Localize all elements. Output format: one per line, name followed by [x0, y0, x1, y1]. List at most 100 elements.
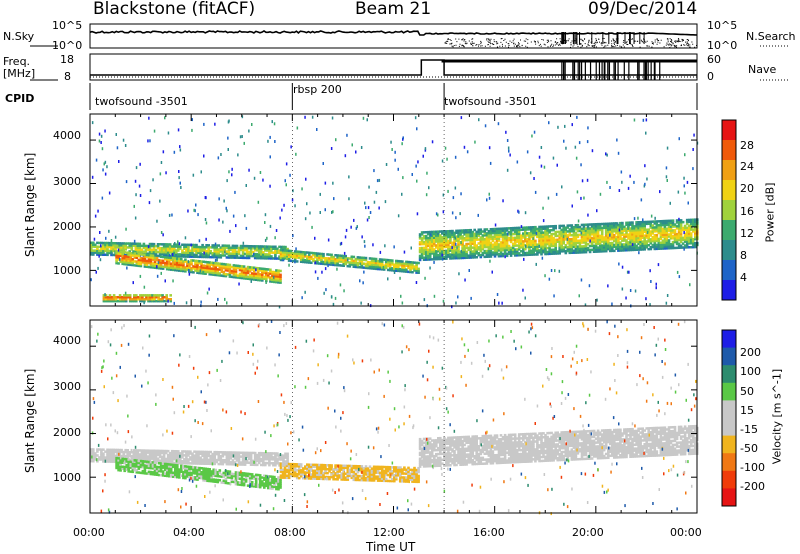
heatmap-cell	[145, 253, 149, 257]
heatmap-cell	[639, 240, 642, 243]
heatmap-cell	[629, 233, 632, 236]
heatmap-cell	[495, 227, 499, 231]
heatmap-cell	[117, 463, 120, 466]
heatmap-cell	[566, 236, 570, 239]
heatmap-cell	[485, 236, 489, 239]
heatmap-cell	[679, 240, 683, 244]
heatmap-noise	[494, 223, 497, 227]
heatmap-noise	[416, 127, 418, 131]
heatmap-cell	[96, 448, 99, 451]
heatmap-cell	[222, 473, 226, 477]
heatmap-cell	[580, 237, 584, 240]
heatmap-cell	[278, 257, 281, 260]
heatmap-cell	[161, 466, 165, 469]
heatmap-cell	[607, 228, 610, 231]
heatmap-cell	[205, 462, 208, 465]
heatmap-cell	[241, 459, 245, 462]
heatmap-cell	[604, 226, 608, 229]
heatmap-noise	[684, 191, 686, 195]
heatmap-cell	[378, 260, 382, 263]
heatmap-cell	[449, 237, 452, 241]
heatmap-cell	[449, 229, 452, 233]
heatmap-cell	[247, 245, 251, 248]
heatmap-cell	[254, 276, 258, 280]
heatmap-cell	[418, 250, 422, 254]
heatmap-cell	[439, 246, 442, 249]
heatmap-cell	[141, 253, 145, 256]
heatmap-cell	[228, 275, 232, 278]
heatmap-cell	[548, 235, 551, 238]
heatmap-cell	[130, 248, 134, 251]
heatmap-cell	[216, 470, 220, 474]
heatmap-cell	[578, 233, 582, 237]
heatmap-cell	[253, 455, 257, 459]
heatmap-cell	[645, 242, 648, 245]
heatmap-cell	[590, 223, 594, 226]
heatmap-cell	[524, 232, 527, 235]
heatmap-cell	[124, 242, 127, 245]
heatmap-cell	[119, 465, 122, 468]
heatmap-cell	[210, 261, 213, 264]
heatmap-cell	[148, 248, 152, 252]
heatmap-cell	[653, 243, 657, 247]
heatmap-cell	[183, 247, 186, 250]
heatmap-noise	[156, 265, 158, 269]
heatmap-cell	[560, 224, 563, 228]
heatmap-cell	[430, 230, 434, 234]
heatmap-noise	[421, 255, 423, 259]
velocity-ytick: 1000	[53, 471, 81, 484]
heatmap-cell	[224, 481, 228, 485]
heatmap-cell	[127, 259, 130, 262]
heatmap-cell	[151, 266, 155, 269]
heatmap-cell	[669, 237, 673, 240]
heatmap-noise	[322, 162, 324, 165]
heatmap-cell	[158, 248, 162, 252]
heatmap-noise	[177, 128, 180, 132]
heatmap-cell	[252, 266, 256, 269]
heatmap-cell	[598, 238, 602, 241]
heatmap-cell	[548, 246, 551, 250]
heatmap-cell	[208, 261, 211, 264]
heatmap-noise	[134, 216, 137, 220]
heatmap-noise	[332, 302, 335, 306]
heatmap-cell	[633, 227, 636, 230]
heatmap-cell	[157, 299, 160, 303]
heatmap-cell	[251, 459, 255, 463]
heatmap-cell	[118, 248, 121, 251]
heatmap-cell	[679, 230, 683, 234]
heatmap-cell	[336, 262, 339, 265]
heatmap-cell	[161, 255, 165, 259]
heatmap-cell	[197, 247, 200, 251]
heatmap-cell	[146, 459, 150, 462]
heatmap-cell	[176, 257, 179, 260]
heatmap-cell	[661, 243, 665, 246]
heatmap-cell	[126, 456, 129, 460]
heatmap-noise	[269, 224, 272, 228]
heatmap-cell	[177, 247, 180, 250]
heatmap-cell	[255, 247, 259, 250]
heatmap-cell	[142, 451, 146, 454]
heatmap-cell	[211, 456, 214, 460]
heatmap-cell	[241, 256, 245, 260]
heatmap-cell	[378, 264, 382, 267]
heatmap-cell	[195, 460, 198, 463]
heatmap-cell	[520, 234, 523, 237]
heatmap-cell	[203, 456, 206, 460]
heatmap-cell	[191, 452, 194, 455]
heatmap-cell	[115, 456, 118, 460]
heatmap-cell	[98, 245, 101, 249]
heatmap-cell	[119, 463, 122, 466]
heatmap-noise	[618, 228, 621, 232]
heatmap-cell	[202, 471, 205, 474]
heatmap-cell	[348, 257, 352, 260]
heatmap-cell	[122, 296, 126, 299]
heatmap-cell	[441, 232, 444, 235]
heatmap-cell	[181, 255, 184, 258]
heatmap-cell	[511, 226, 515, 230]
heatmap-cell	[552, 228, 555, 232]
heatmap-cell	[526, 243, 529, 247]
heatmap-cell	[560, 228, 563, 232]
heatmap-cell	[234, 270, 238, 273]
heatmap-cell	[526, 241, 529, 245]
heatmap-cell	[242, 275, 246, 278]
